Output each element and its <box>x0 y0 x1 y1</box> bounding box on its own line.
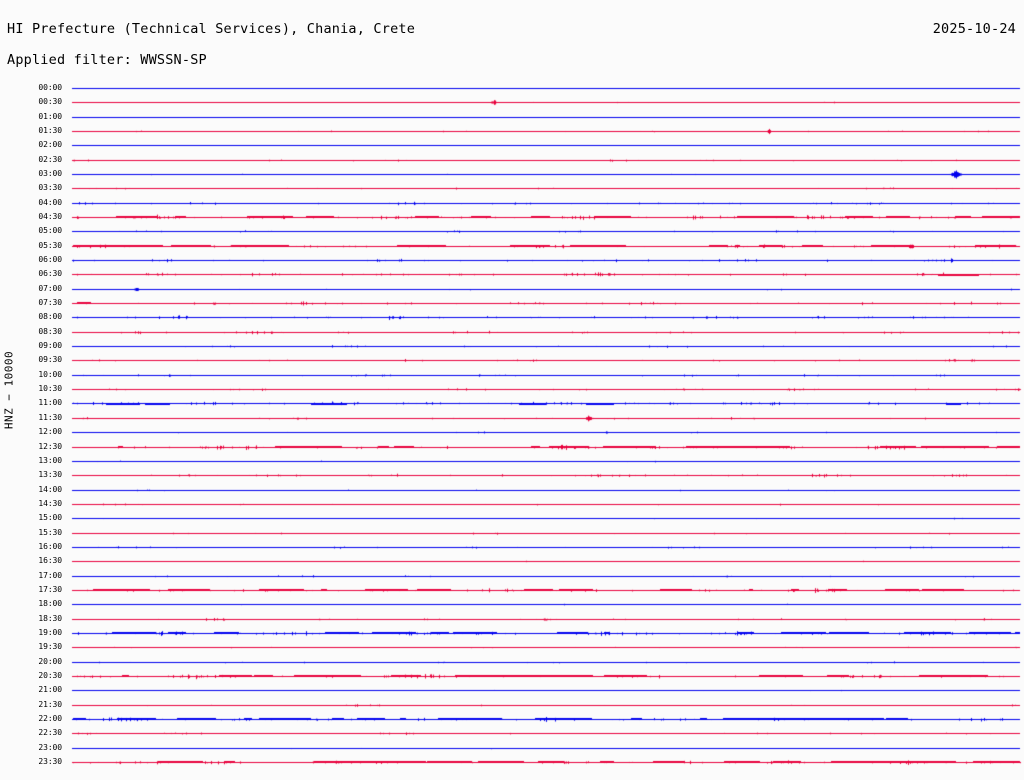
time-axis-label: 03:30 <box>38 183 62 193</box>
time-axis-label: 08:00 <box>38 312 62 322</box>
time-axis-label: 10:00 <box>38 369 62 379</box>
plot-date: 2025-10-24 <box>932 21 1016 37</box>
time-axis-label: 17:00 <box>38 570 62 580</box>
time-axis-label: 23:00 <box>38 742 62 752</box>
time-axis-label: 13:30 <box>38 470 62 480</box>
helicorder-plot: 00:00 00:30 01:00 01:30 02:00 02:30 03:00 03:30… <box>0 76 1024 776</box>
time-axis-label: 08:30 <box>38 326 62 336</box>
time-axis-label: 18:00 <box>38 599 62 609</box>
time-axis-label: 04:00 <box>38 197 62 207</box>
time-axis-label: 07:30 <box>38 298 62 308</box>
time-axis-label: 02:00 <box>38 140 62 150</box>
time-axis-label: 23:30 <box>38 756 62 766</box>
time-axis-label: 15:00 <box>38 513 62 523</box>
time-axis-label: 06:30 <box>38 269 62 279</box>
time-axis-label: 18:30 <box>38 613 62 623</box>
time-axis-label: 20:30 <box>38 670 62 680</box>
time-axis-label: 11:00 <box>38 398 62 408</box>
seismogram-traces <box>0 76 1024 776</box>
time-axis-label: 04:30 <box>38 212 62 222</box>
time-axis-label: 11:30 <box>38 412 62 422</box>
time-axis-label: 16:30 <box>38 556 62 566</box>
time-axis-label: 06:00 <box>38 255 62 265</box>
time-axis-label: 07:00 <box>38 283 62 293</box>
time-axis-label: 13:00 <box>38 455 62 465</box>
time-axis-label: 12:30 <box>38 441 62 451</box>
time-axis-labels: 00:00 00:30 01:00 01:30 02:00 02:30 03:00 03:30… <box>0 76 70 776</box>
time-axis-label: 00:00 <box>38 83 62 92</box>
time-axis-label: 09:00 <box>38 341 62 351</box>
time-axis-label: 15:30 <box>38 527 62 537</box>
time-axis-label: 01:00 <box>38 111 62 121</box>
time-axis-label: 00:30 <box>38 97 62 107</box>
time-axis-label: 16:00 <box>38 541 62 551</box>
time-axis-label: 20:00 <box>38 656 62 666</box>
time-axis-label: 09:30 <box>38 355 62 365</box>
time-axis-label: 12:00 <box>38 427 62 437</box>
time-axis-label: 21:00 <box>38 685 62 695</box>
time-axis-label: 22:00 <box>38 713 62 723</box>
time-axis-label: 05:00 <box>38 226 62 236</box>
applied-filter-label: Applied filter: WWSSN-SP <box>7 52 207 68</box>
time-axis-label: 03:00 <box>38 169 62 179</box>
time-axis-label: 17:30 <box>38 584 62 594</box>
time-axis-label: 10:30 <box>38 384 62 394</box>
page-title: HI Prefecture (Technical Services), Chan… <box>7 21 416 37</box>
time-axis-label: 14:00 <box>38 484 62 494</box>
time-axis-label: 19:30 <box>38 642 62 652</box>
time-axis-label: 01:30 <box>38 126 62 136</box>
time-axis-label: 21:30 <box>38 699 62 709</box>
time-axis-label: 22:30 <box>38 728 62 738</box>
time-axis-label: 02:30 <box>38 154 62 164</box>
time-axis-label: 19:00 <box>38 627 62 637</box>
time-axis-label: 05:30 <box>38 240 62 250</box>
time-axis-label: 14:30 <box>38 498 62 508</box>
